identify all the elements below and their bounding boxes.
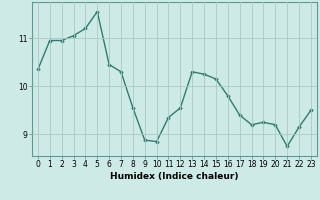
X-axis label: Humidex (Indice chaleur): Humidex (Indice chaleur) bbox=[110, 172, 239, 181]
